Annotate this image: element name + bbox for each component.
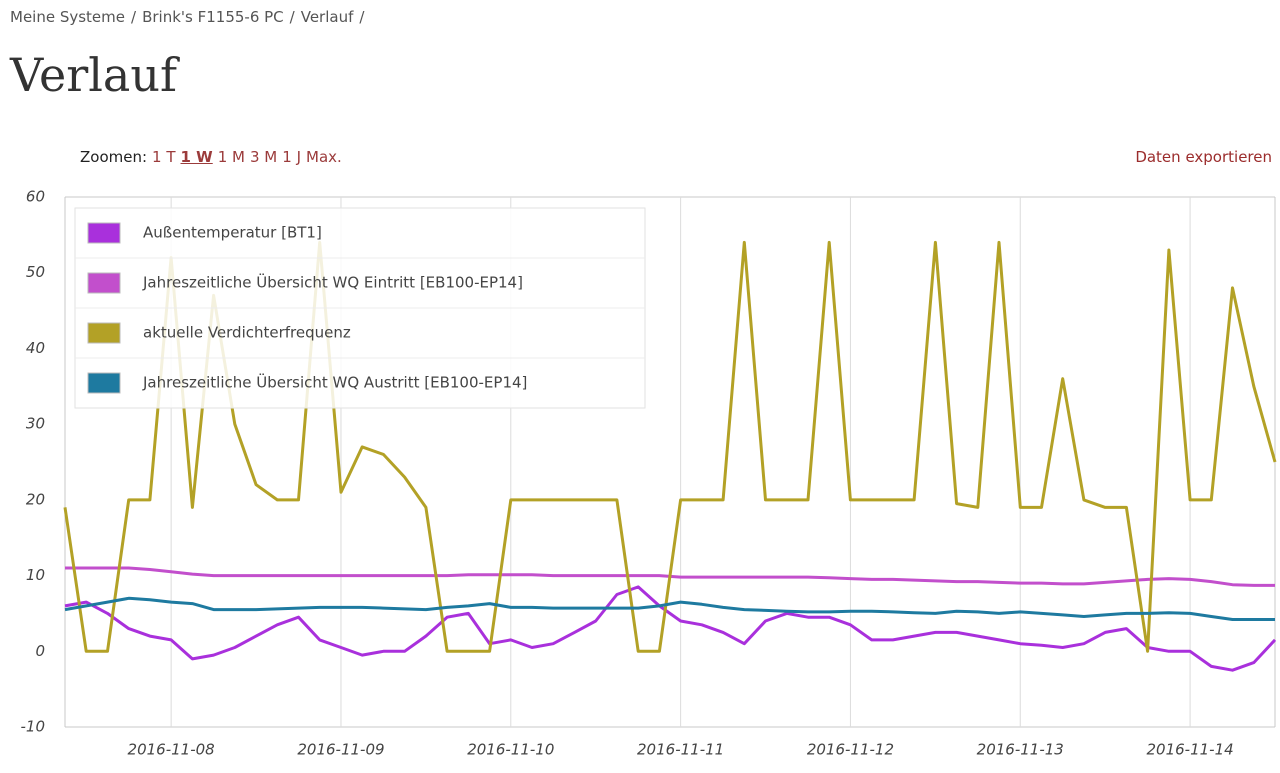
zoom-option[interactable]: 1 J xyxy=(282,148,302,166)
series-line xyxy=(64,596,1275,621)
zoom-option[interactable]: 1 T xyxy=(152,148,176,166)
y-tick-label: 50 xyxy=(26,263,45,281)
zoom-option[interactable]: 1 M xyxy=(217,148,245,166)
breadcrumb-item[interactable]: Brink's F1155-6 PC xyxy=(142,8,284,26)
x-tick-label: 2016-11-12 xyxy=(807,741,894,759)
export-link[interactable]: Daten exportieren xyxy=(1135,148,1272,166)
y-tick-label: 40 xyxy=(26,339,45,357)
series-line xyxy=(64,585,1277,672)
x-tick-label: 2016-11-14 xyxy=(1146,741,1233,759)
breadcrumb-item[interactable]: Verlauf xyxy=(300,8,354,26)
zoom-option[interactable]: 3 M xyxy=(250,148,278,166)
y-tick-label: 30 xyxy=(26,415,45,433)
legend-swatch xyxy=(87,272,121,294)
zoom-option[interactable]: Max. xyxy=(306,148,342,166)
x-tick-label: 2016-11-13 xyxy=(977,741,1064,759)
zoom-option[interactable]: 1 W xyxy=(180,148,213,166)
legend-label: Jahreszeitliche Übersicht WQ Austritt [E… xyxy=(142,373,527,392)
legend-label: Außentemperatur [BT1] xyxy=(143,224,322,242)
breadcrumb-separator: / xyxy=(131,8,137,26)
legend-swatch xyxy=(87,322,121,344)
breadcrumb: Meine Systeme / Brink's F1155-6 PC / Verlauf… xyxy=(10,8,370,26)
series-line xyxy=(63,240,1277,653)
zoom-label: Zoomen: xyxy=(80,148,148,166)
x-tick-label: 2016-11-11 xyxy=(637,741,724,759)
y-tick-label: 10 xyxy=(26,566,45,584)
legend-label: aktuelle Verdichterfrequenz xyxy=(143,324,351,342)
y-tick-label: -10 xyxy=(21,718,46,736)
x-tick-label: 2016-11-08 xyxy=(128,741,215,759)
x-tick-label: 2016-11-09 xyxy=(297,741,384,759)
page-title: Verlauf xyxy=(10,48,177,102)
breadcrumb-item[interactable]: Meine Systeme xyxy=(10,8,126,26)
y-tick-label: 0 xyxy=(35,642,45,660)
legend-swatch xyxy=(87,372,121,394)
breadcrumb-separator: / xyxy=(289,8,295,26)
legend-swatch xyxy=(87,222,121,244)
x-tick-label: 2016-11-10 xyxy=(467,741,554,759)
y-tick-label: 60 xyxy=(26,188,45,206)
breadcrumb-separator: / xyxy=(359,8,365,26)
y-tick-label: 20 xyxy=(26,490,45,508)
legend-label: Jahreszeitliche Übersicht WQ Eintritt [E… xyxy=(142,273,523,292)
